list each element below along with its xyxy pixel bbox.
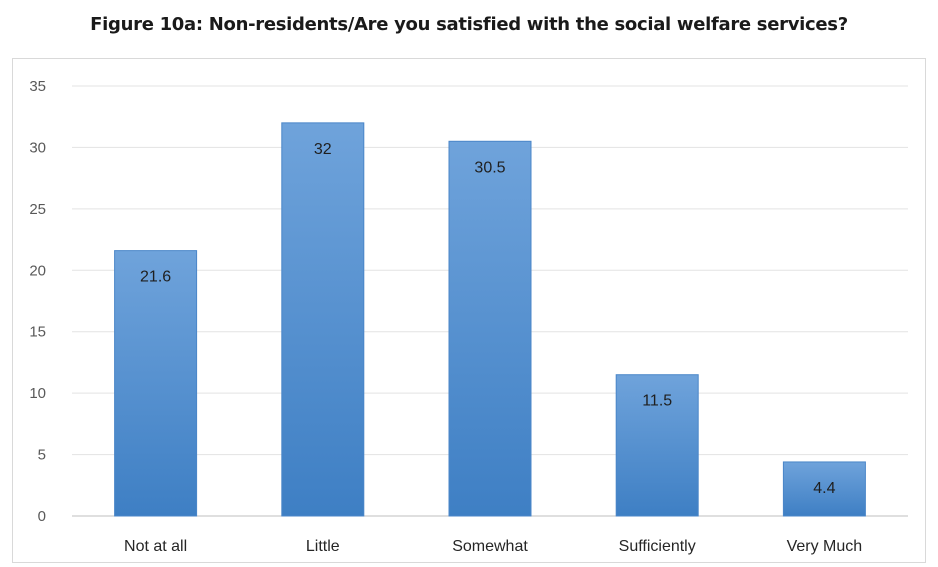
y-tick-label: 25 (29, 201, 46, 218)
category-label: Not at all (124, 538, 187, 555)
category-label: Sufficiently (619, 538, 696, 555)
bar (114, 250, 198, 517)
x-axis-categories: Not at all Little Somewhat Sufficiently Very… (124, 538, 862, 555)
data-labels: 21.6 32 30.5 11.5 4.4 (140, 141, 836, 497)
bar (448, 140, 532, 517)
data-label: 32 (314, 141, 332, 158)
chart-title: Figure 10a: Non-residents/Are you satisf… (90, 14, 848, 35)
category-label: Very Much (787, 538, 863, 555)
bar (782, 461, 866, 517)
bar (281, 122, 365, 517)
y-tick-label: 35 (29, 78, 46, 95)
category-label: Somewhat (452, 538, 528, 555)
y-tick-label: 20 (29, 262, 46, 279)
y-axis-ticks: 0 5 10 15 20 25 30 35 (29, 78, 46, 525)
y-tick-label: 30 (29, 139, 46, 156)
y-tick-label: 15 (29, 324, 46, 341)
data-label: 11.5 (642, 393, 672, 410)
plot-frame (12, 58, 926, 563)
y-tick-label: 0 (38, 508, 46, 525)
bar (615, 374, 699, 517)
data-label: 21.6 (140, 269, 171, 286)
data-label: 4.4 (813, 480, 835, 497)
y-tick-label: 10 (29, 385, 46, 402)
bars (114, 122, 866, 517)
data-label: 30.5 (474, 159, 505, 176)
category-label: Little (306, 538, 340, 555)
y-tick-label: 5 (38, 447, 46, 464)
